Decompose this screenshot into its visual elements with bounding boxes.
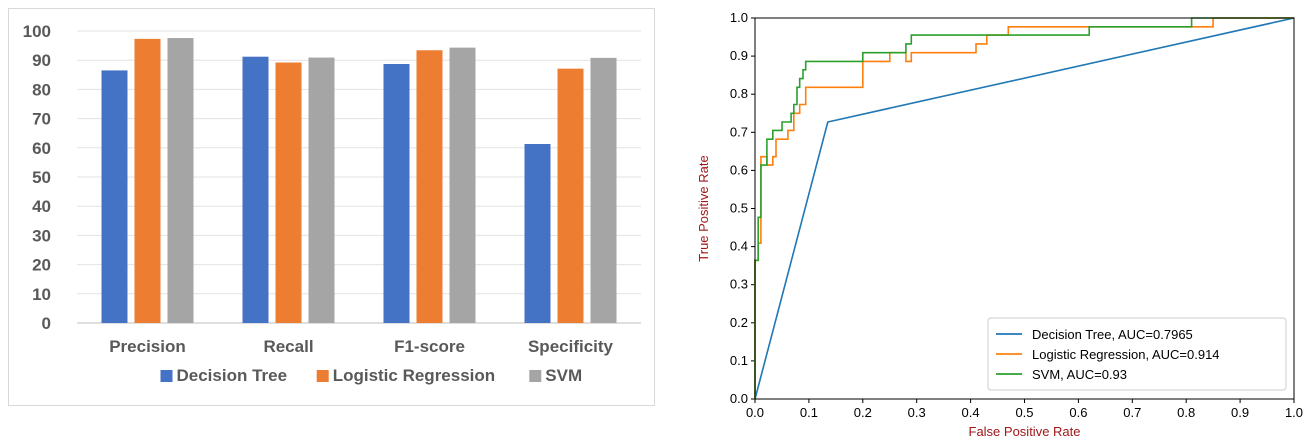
legend-label: SVM, AUC=0.93 [1032, 367, 1127, 382]
series-line [754, 17, 1294, 399]
y-tick-label: 90 [32, 51, 51, 70]
bar [590, 57, 617, 323]
y-tick-label: 10 [32, 285, 51, 304]
y-tick-label: 30 [32, 226, 51, 245]
x-category-label: Precision [109, 337, 186, 356]
bar [524, 144, 551, 323]
x-tick-label: 0.3 [908, 405, 926, 420]
x-category-label: F1-score [394, 337, 465, 356]
bar [101, 70, 128, 323]
y-tick-label: 40 [32, 197, 51, 216]
y-tick-label: 100 [23, 22, 51, 41]
y-tick-label: 0.6 [730, 162, 748, 177]
y-tick-label: 0.9 [730, 48, 748, 63]
bar [134, 38, 161, 323]
bar [416, 50, 443, 323]
legend-box [987, 317, 1287, 391]
bar [167, 38, 194, 324]
series-line [754, 17, 1295, 400]
legend-swatch [529, 370, 542, 382]
y-tick-label: 0.1 [730, 353, 748, 368]
legend-label: Logistic Regression [333, 366, 495, 385]
legend-label: Decision Tree [177, 366, 288, 385]
x-axis-label: False Positive Rate [969, 424, 1081, 439]
y-tick-label: 0.0 [730, 391, 748, 406]
y-tick-label: 80 [32, 80, 51, 99]
legend-label: Logistic Regression, AUC=0.914 [1032, 347, 1220, 362]
bar-chart-panel: 0 10 20 30 40 50 60 70 80 90 100 Precision Recall F1-… [8, 8, 655, 406]
x-category-label: Recall [263, 337, 313, 356]
legend-swatch [316, 370, 329, 382]
roc-chart-panel: 0.0 0.1 0.2 0.3 0.4 0.5 0.6 0.7 0.8 0.9 1.0 0.0 0.1 0… [690, 0, 1304, 443]
x-tick-label: 0.1 [800, 405, 818, 420]
y-tick-label: 20 [32, 256, 51, 275]
x-tick-label: 1.0 [1285, 405, 1303, 420]
x-tick-label: 0.7 [1123, 405, 1141, 420]
y-tick-label: 0.8 [730, 86, 748, 101]
y-axis-label: True Positive Rate [696, 155, 711, 261]
bar [383, 63, 410, 323]
x-category-label: Specificity [528, 337, 614, 356]
bar [557, 68, 584, 323]
y-tick-label: 1.0 [730, 10, 748, 25]
bar [242, 56, 269, 324]
legend-label: SVM [545, 366, 582, 385]
y-tick-label: 50 [32, 168, 51, 187]
x-tick-label: 0.0 [746, 405, 764, 420]
y-tick-label: 70 [32, 110, 51, 129]
y-tick-label: 0.7 [730, 124, 748, 139]
x-tick-label: 0.5 [1015, 405, 1033, 420]
y-tick-label: 0.2 [730, 315, 748, 330]
y-tick-label: 0.4 [730, 239, 748, 254]
x-tick-label: 0.2 [854, 405, 872, 420]
bar-chart: 0 10 20 30 40 50 60 70 80 90 100 Precision Recall F1-… [23, 22, 641, 385]
bar [308, 57, 335, 324]
bar [275, 62, 302, 323]
y-tick-label: 0 [42, 314, 51, 333]
x-tick-label: 0.4 [962, 405, 980, 420]
y-tick-label: 0.5 [730, 201, 748, 216]
legend-swatch [160, 370, 173, 382]
x-tick-label: 0.8 [1177, 405, 1195, 420]
y-tick-label: 60 [32, 139, 51, 158]
x-tick-label: 0.6 [1069, 405, 1087, 420]
legend-label: Decision Tree, AUC=0.7965 [1032, 327, 1193, 342]
y-tick-label: 0.3 [730, 277, 748, 292]
x-tick-label: 0.9 [1231, 405, 1249, 420]
bar [449, 47, 476, 323]
plot-frame [754, 17, 1295, 400]
roc-chart: 0.0 0.1 0.2 0.3 0.4 0.5 0.6 0.7 0.8 0.9 1.0 0.0 0.1 0… [696, 10, 1303, 439]
